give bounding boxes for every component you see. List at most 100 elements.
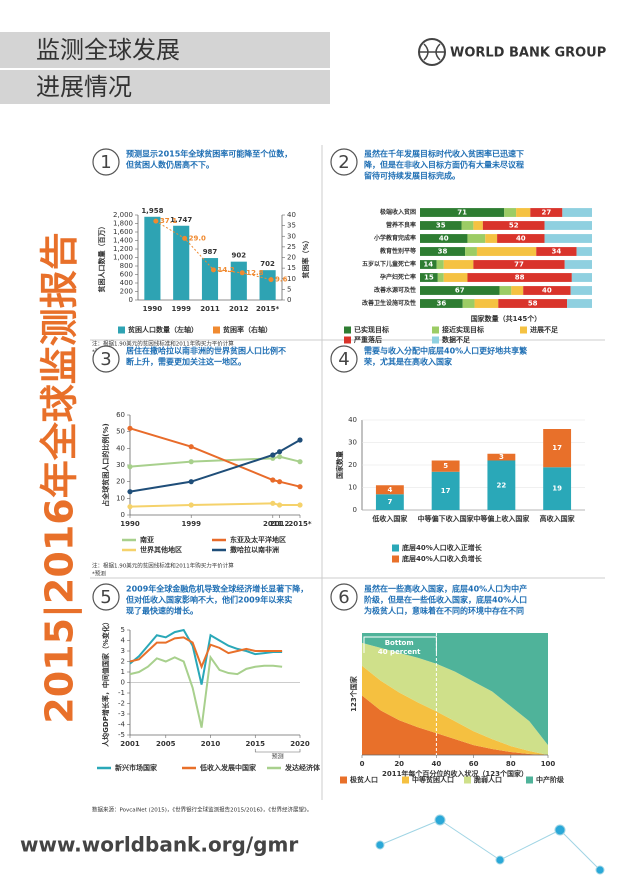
x-tick-label: 2015*	[288, 520, 311, 528]
category-label: 孕产妇死亡率	[380, 273, 416, 281]
legend-label: 数据不足	[442, 335, 471, 344]
data-label: 40	[542, 287, 552, 295]
legend-label: 极贫人口	[350, 775, 378, 784]
y-tick-label: 0	[353, 506, 357, 514]
bar	[144, 216, 161, 300]
bar-segment	[487, 453, 516, 461]
data-label: 19	[552, 485, 562, 493]
axis-title: 贫困人口数量（百万）	[97, 223, 106, 293]
data-label: 58	[528, 300, 538, 308]
y-tick-label: 40	[287, 211, 296, 219]
bar-segment	[544, 234, 592, 243]
legend-swatch	[392, 555, 399, 563]
bottom40-bracket	[363, 636, 437, 653]
bar-segment	[436, 260, 444, 269]
y-tick-label: 1,200	[113, 245, 133, 253]
line-point	[297, 437, 303, 443]
bar-segment	[543, 467, 572, 510]
y-tick-label: -3	[118, 710, 125, 718]
category-label: 改善水源可及性	[374, 286, 416, 294]
x-tick-label: 100	[541, 760, 556, 768]
annotation: 预测	[272, 753, 284, 761]
legend-swatch	[344, 336, 351, 344]
network-link	[379, 819, 441, 846]
bar-segment	[431, 471, 460, 510]
line-point	[268, 277, 274, 283]
bar-segment	[530, 208, 563, 217]
x-tick-label: 中等偏下收入国家	[418, 514, 475, 523]
y-tick-label: 1,000	[113, 254, 133, 262]
bar-segment	[420, 299, 463, 308]
data-label: 40	[439, 235, 449, 243]
side-title: 2015|2016年全球监测报告	[38, 232, 83, 723]
legend-swatch	[432, 336, 439, 344]
bar-segment	[498, 299, 568, 308]
category-label: 五岁以下儿童死亡率	[362, 260, 416, 268]
bar-segment	[431, 460, 460, 472]
y-tick-label: 0	[121, 511, 125, 519]
panel-caption: 需要与收入分配中底层40%人口更好地共享繁	[364, 346, 528, 356]
line-point	[270, 452, 276, 458]
legend-swatch	[344, 326, 351, 334]
panel-badge	[330, 345, 358, 373]
legend-label: 中产阶级	[536, 775, 565, 784]
line-point	[188, 444, 194, 450]
x-tick-label: 20	[394, 760, 404, 768]
data-label: 22	[497, 481, 507, 489]
data-label: 1,747	[170, 216, 192, 224]
data-label: 4	[387, 486, 392, 494]
bar	[173, 225, 190, 300]
data-label: 1,958	[141, 207, 163, 215]
panel-caption: 阶级，但是在一些低收入国家，底层40%人口	[364, 595, 527, 605]
legend-label: 低收入发展中国家	[199, 763, 257, 772]
bar-segment	[516, 208, 531, 217]
line-point	[188, 479, 194, 485]
data-label: 17	[552, 444, 562, 452]
legend-swatch	[520, 326, 527, 334]
x-tick-label: 1999	[181, 520, 201, 528]
legend-swatch	[392, 544, 399, 552]
y-tick-label: 10	[116, 494, 125, 502]
panel-badge	[330, 148, 358, 176]
bar-segment	[504, 208, 517, 217]
legend-label: 脆弱人口	[473, 775, 502, 784]
data-label: 37.1	[160, 217, 177, 225]
panel-number: 5	[100, 587, 111, 608]
bar-segment	[473, 221, 483, 230]
bar-segment	[536, 247, 577, 256]
data-label: 902	[231, 252, 246, 260]
panel-caption: 但贫困人数仍居高不下。	[125, 160, 214, 170]
x-tick-label: 2015	[246, 740, 266, 748]
y-tick-label: 200	[120, 288, 133, 296]
x-tick-label: 1990	[120, 520, 140, 528]
bar-segment	[485, 234, 498, 243]
panel-caption: 为极贫人口，意味着在不同的环境中存在不同	[364, 606, 524, 616]
y-tick-label: 5	[287, 285, 291, 293]
data-label: 5	[443, 462, 448, 470]
legend-label: 严重落后	[353, 335, 382, 344]
axis-title: 人均GDP增长率，中间值国家（%变化）	[101, 618, 110, 747]
network-link	[499, 829, 561, 861]
title: 监测全球发展	[36, 36, 180, 64]
bar-segment	[420, 221, 462, 230]
data-label: 12.8	[246, 269, 263, 277]
legend-label: 世界其他地区	[140, 545, 182, 554]
category-label: 小学教育完成率	[373, 234, 416, 242]
panel-number: 3	[100, 349, 111, 370]
note: 注：根据1.90美元的贫困线标准和2011年购买力平价计算	[92, 340, 234, 348]
bar-segment	[473, 260, 565, 269]
x-tick-label: 1999	[171, 305, 191, 313]
x-tick-label: 2011	[263, 520, 283, 528]
panel-caption: 2009年全球金融危机导致全球经济增长显著下降，	[126, 584, 308, 594]
legend-swatch	[526, 776, 533, 784]
network-node	[595, 865, 605, 875]
logo	[418, 38, 446, 66]
x-tick-label: 2012	[229, 305, 249, 313]
y-tick-label: 30	[116, 461, 125, 469]
line-point	[297, 484, 303, 490]
legend-label: 南亚	[140, 535, 154, 544]
network-decoration	[375, 814, 605, 875]
bar-segment	[420, 286, 500, 295]
x-tick-label: 中等偏上收入国家	[473, 514, 530, 523]
line-point	[153, 218, 159, 224]
